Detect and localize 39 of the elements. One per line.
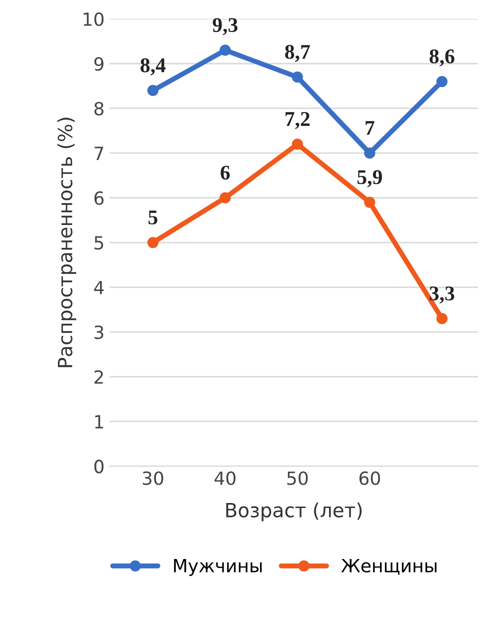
y-tick-label: 9: [94, 57, 104, 71]
y-tick-label: 8: [94, 102, 104, 116]
legend-label: Мужчины: [174, 559, 262, 576]
y-tick-label: 3: [94, 325, 104, 340]
data-label: 8,4: [140, 58, 166, 76]
y-tick-label: 4: [94, 280, 104, 294]
point: [436, 313, 448, 324]
x-tick-label: 40: [214, 471, 236, 486]
y-tick-label: 2: [94, 370, 103, 384]
point: [292, 138, 303, 150]
x-tick-label: 30: [142, 471, 164, 486]
x-tick-label: 60: [359, 471, 380, 486]
y-tick-label: 10: [84, 12, 104, 26]
point: [364, 148, 376, 159]
y-axis-title: Распространенность (%): [57, 118, 76, 368]
point: [436, 76, 448, 88]
data-label: 7,2: [286, 112, 310, 130]
data-label: 8,7: [285, 44, 310, 62]
legend-label: Женщины: [341, 559, 436, 575]
x-tick-label: 50: [287, 471, 308, 486]
point: [292, 71, 303, 83]
y-tick-label: 0: [94, 460, 104, 474]
x-axis-title: Возраст (лет): [226, 502, 362, 522]
data-label: 8,6: [430, 49, 454, 66]
y-tick-label: 5: [94, 236, 104, 250]
point: [147, 236, 158, 248]
data-label: 6: [220, 166, 230, 180]
point: [220, 44, 231, 56]
data-label: 3,3: [430, 286, 454, 304]
y-tick-label: 1: [95, 415, 104, 428]
point: [147, 84, 158, 96]
data-label: 7: [366, 121, 374, 135]
point: [364, 196, 376, 208]
point: [220, 192, 231, 204]
y-tick-label: 6: [94, 191, 104, 205]
data-label: 5: [148, 210, 158, 224]
data-label: 5,9: [358, 170, 382, 188]
data-label: 9,3: [212, 18, 238, 36]
y-tick-label: 7: [94, 146, 104, 160]
